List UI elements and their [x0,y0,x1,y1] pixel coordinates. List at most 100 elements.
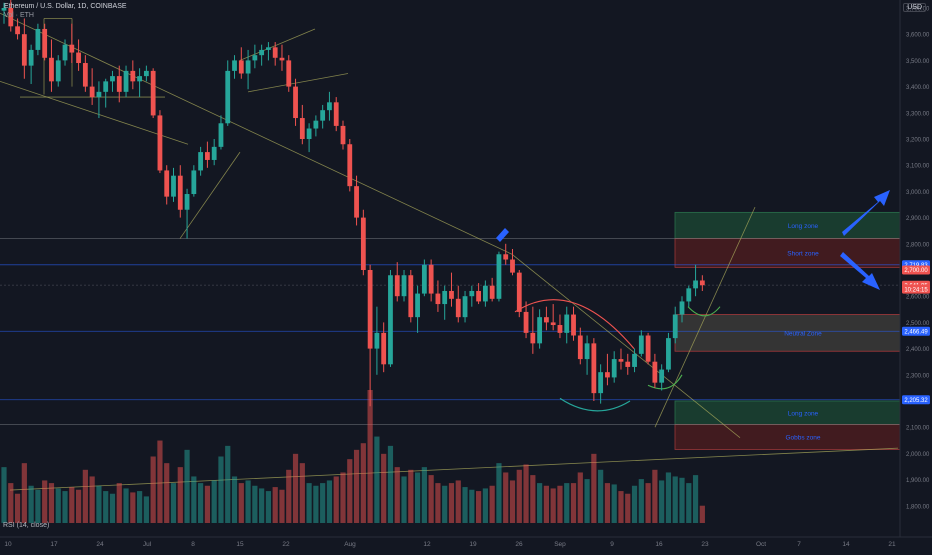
price-tick-label: 2,100.00 [906,426,930,432]
trendline [179,151,241,239]
zone-label: Neutral Zone [784,330,822,337]
price-label-tag [902,284,930,294]
volume-bar [387,445,394,523]
volume-bar [103,491,109,523]
candle-body [598,372,604,394]
price-label-text: 2,700.00 [904,268,928,274]
candle-body [143,70,149,77]
pin-marker-icon [496,228,509,242]
volume-bar [367,390,373,523]
volume-bar [211,480,217,523]
volume-bar [665,472,672,523]
volume-bar [8,483,14,523]
candle-body [272,47,278,58]
candle-body [374,332,380,349]
price-tick-label: 3,000.00 [906,190,930,196]
currency-button[interactable]: USD [903,3,926,12]
candle-body [686,288,692,302]
candle-body [537,317,543,344]
support-arc [687,306,721,317]
volume-bar [279,489,285,523]
time-tick-label: 14 [842,541,850,548]
candle-body [666,338,671,370]
price-tick-label: 2,600.00 [906,295,930,301]
volume-bar [503,472,509,523]
candle-body [116,76,122,92]
zone-box [674,238,901,268]
volume-bar [448,483,455,523]
price-tick-label: 3,400.00 [906,85,930,91]
support-arc [559,397,631,412]
volume-bar [130,492,136,523]
volume-bar [123,488,129,523]
volume-bar [428,475,434,523]
candle-body [21,34,27,66]
volume-bar [408,469,414,523]
volume-bar [184,449,190,523]
volume-bar [259,488,265,523]
volume-bar [42,480,48,523]
volume-bar [523,464,529,523]
candle-body [489,285,495,299]
price-tick-label: 3,300.00 [906,111,930,117]
price-tick-label: 2,800.00 [906,242,930,248]
trendline [511,253,741,438]
support-arc [647,374,683,390]
volume-bar [550,488,556,523]
candle-body [28,49,34,66]
price-tick-label: 1,900.00 [906,478,930,484]
candle-body [69,44,75,53]
time-tick-label: 23 [701,541,709,548]
candle-body [557,325,563,333]
down-arrow-icon [840,252,880,290]
candle-body [205,152,210,160]
volume-bar [231,476,238,523]
candle-body [340,125,346,145]
candle-body [693,280,698,289]
candle-body [544,317,549,323]
rsi-legend: RSI (14, close) [3,522,50,529]
volume-bar [679,477,685,523]
time-tick-label: 16 [655,541,663,548]
candle-body [496,254,502,299]
volume-bar [333,476,339,523]
candle-body [442,290,448,305]
volume-bar [631,485,638,523]
price-label-tag [902,265,930,275]
volume-bar [170,483,177,523]
trendline [247,73,349,93]
candle-body [225,70,231,124]
volume-bar [659,480,665,523]
candle-body [632,353,637,367]
up-arrow-icon [842,190,890,236]
volume-bar [645,483,651,523]
candle-body [618,359,624,362]
volume-bar [672,476,678,523]
time-tick-label: Jul [143,541,152,548]
volume-bar [530,475,536,523]
candle-body [103,81,109,92]
volume-bar [509,480,516,523]
candle-body [367,270,373,349]
volume-bar [469,489,475,523]
candle-body [279,57,285,61]
volume-bar [1,467,7,523]
candle-body [266,47,271,50]
candle-body [455,298,461,318]
candle-body [150,70,156,116]
candle-body [699,280,705,286]
volume-bar [238,483,244,523]
volume-bar [652,469,658,523]
candle-body [123,70,129,92]
candle-body [510,259,515,273]
volume-bar [299,463,305,523]
volume-bar [82,469,88,523]
volume-bar [584,479,590,523]
candle-body [564,314,570,333]
candle-body [659,369,665,383]
volume-bar [143,496,149,523]
volume-bar [598,469,604,523]
zone-label: Long zone [788,410,819,417]
